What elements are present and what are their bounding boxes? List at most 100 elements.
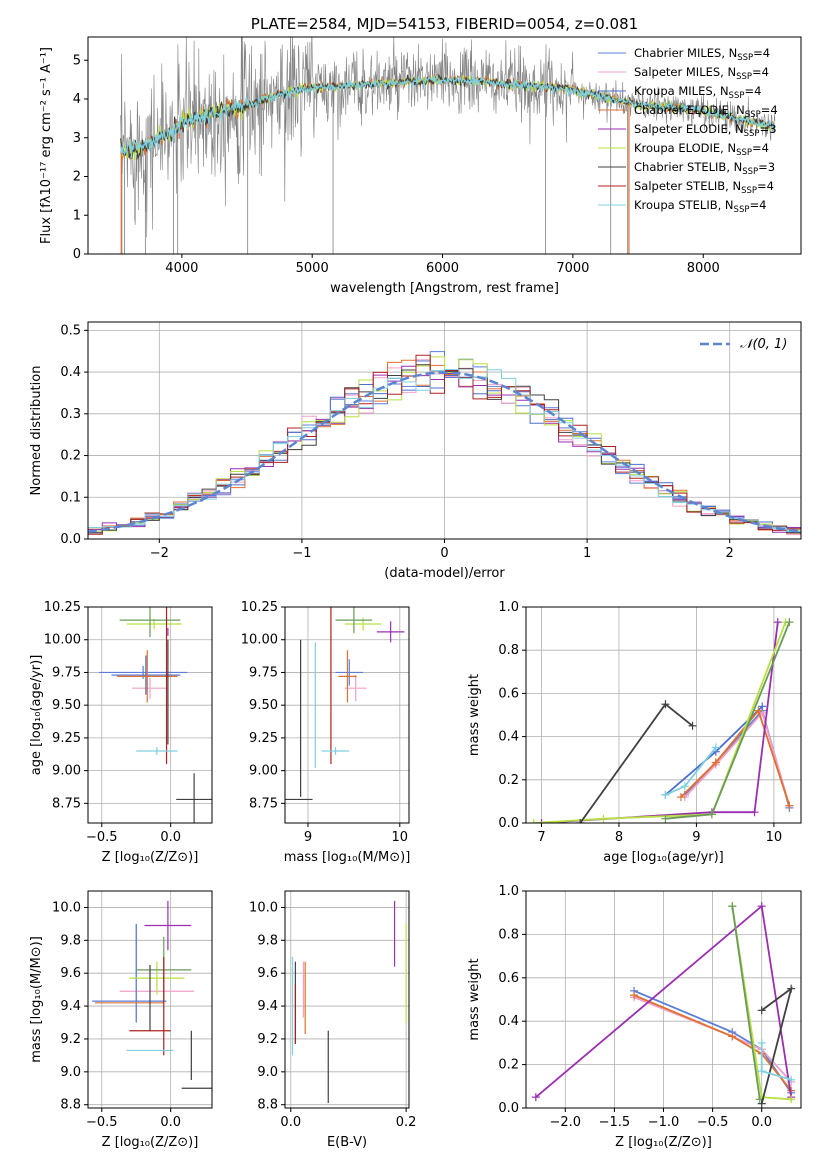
y-tick-label: 0.5 (60, 323, 81, 338)
x-tick-label: −0.5 (86, 830, 118, 845)
x-tick-label: −0.5 (697, 1115, 729, 1130)
legend-entry: Kroupa STELIB, NSSP=4 (634, 198, 766, 215)
legend-text: Kroupa MILES, N (634, 84, 729, 98)
legend-text: =4 (752, 65, 769, 79)
y-tick-label: 9.25 (249, 731, 278, 746)
y-tick-label: 0.3 (60, 407, 81, 422)
y-tick-label: 10.00 (241, 633, 278, 648)
series-line (680, 708, 791, 806)
y-tick-label: 0.8 (498, 643, 519, 658)
legend-text: Kroupa ELODIE, N (634, 141, 736, 155)
series-line (684, 710, 791, 806)
x-tick-label: 4000 (165, 261, 198, 276)
y-tick-label: 9.8 (60, 933, 81, 948)
histogram-kroupa_stelib (88, 369, 801, 535)
y-tick-label: 9.0 (60, 1065, 81, 1080)
y-tick-label: 0 (73, 247, 81, 262)
y-axis-label: Normed distribution (29, 366, 44, 496)
y-axis-label: mass weight (467, 958, 482, 1040)
y-tick-label: 0.2 (60, 449, 81, 464)
y-tick-label: 9.50 (52, 698, 81, 713)
y-tick-label: 0.2 (498, 773, 519, 788)
legend-text: Chabrier MILES, N (634, 46, 737, 60)
y-tick-label: 0.4 (498, 1014, 519, 1029)
legend-text: =4 (757, 179, 774, 193)
x-axis-label: Z [log₁₀(Z/Z⊙)] (102, 1135, 199, 1150)
y-tick-label: 10.25 (241, 600, 278, 615)
x-tick-label: 6000 (426, 261, 459, 276)
x-tick-label: 0.0 (160, 1115, 181, 1130)
y-tick-label: 0.4 (60, 365, 81, 380)
legend-text: Salpeter MILES, N (634, 65, 736, 79)
legend-text: =3 (758, 160, 775, 174)
y-tick-label: 9.00 (52, 764, 81, 779)
y-tick-label: 0.4 (498, 730, 519, 745)
legend-sub: SSP (741, 186, 757, 196)
x-tick-label: 9 (304, 830, 312, 845)
y-axis-label: mass weight (467, 674, 482, 756)
mass_vs_z-points (92, 900, 212, 1089)
legend-sub: SSP (742, 167, 758, 177)
legend-entry: Kroupa MILES, NSSP=4 (634, 84, 761, 101)
y-tick-label: 9.50 (249, 698, 278, 713)
mass_vs_z-frame: −0.5 0.0 8.8 9.0 9.2 9.4 9.6 9.8 10.0 Z [log₁₀(Z/… (29, 890, 213, 1150)
x-tick-label: 1 (583, 546, 591, 561)
x-tick-label: 7 (537, 830, 545, 845)
y-tick-label: 0.2 (498, 1058, 519, 1073)
legend-entry: Kroupa ELODIE, NSSP=4 (634, 141, 769, 158)
y-tick-label: 4 (73, 92, 81, 107)
y-tick-label: 2 (73, 170, 81, 185)
series-line (579, 702, 694, 823)
x-tick-label: −1.5 (599, 1115, 631, 1130)
weight_vs_age-series (529, 618, 794, 823)
spectrum-lines (120, 37, 776, 254)
y-tick-label: 3 (73, 131, 81, 146)
legend-text: =4 (752, 141, 769, 155)
age_vs_mass-points (285, 607, 405, 801)
legend-text: =3 (760, 122, 777, 136)
legend-text: Salpeter ELODIE, N (634, 122, 744, 136)
y-tick-label: 0.6 (498, 686, 519, 701)
mass_vs_z-axes (88, 891, 212, 1108)
x-tick-label: 0 (440, 546, 448, 561)
y-tick-label: 8.8 (60, 1098, 81, 1113)
legend-sub: SSP (729, 91, 745, 101)
y-axis-label: mass [log₁₀(M/M⊙)] (29, 936, 44, 1063)
x-tick-label: −1.0 (648, 1115, 680, 1130)
x-tick-label: 10 (766, 830, 783, 845)
y-tick-label: 5 (73, 53, 81, 68)
legend-sub: SSP (744, 129, 760, 139)
residuals-frame: −2 −1 0 1 2 0.0 0.1 0.2 0.3 0.4 0.5 (data-model)/er… (29, 321, 802, 581)
x-tick-label: 9 (692, 830, 700, 845)
x-tick-label: 7000 (556, 261, 589, 276)
y-tick-label: 9.4 (257, 999, 278, 1014)
weight_vs_z-series (531, 902, 796, 1108)
y-tick-label: 9.0 (257, 1065, 278, 1080)
y-tick-label: 8.75 (52, 796, 81, 811)
y-tick-label: 8.75 (249, 796, 278, 811)
y-tick-label: 9.8 (257, 933, 278, 948)
y-tick-label: 9.6 (257, 966, 278, 981)
legend-text: Kroupa STELIB, N (634, 198, 734, 212)
y-tick-label: 9.2 (257, 1032, 278, 1047)
y-tick-label: 9.2 (60, 1032, 81, 1047)
model-spectrum-kroupa_stelib (120, 74, 775, 159)
weight_vs_age-frame: 7 8 9 10 0.0 0.2 0.4 0.6 0.8 1.0 age [log₁₀(age/yr… (467, 600, 802, 865)
x-axis-label: age [log₁₀(age/yr)] (603, 850, 724, 865)
y-tick-label: 9.75 (249, 665, 278, 680)
x-tick-label: 0.0 (280, 1115, 301, 1130)
plot-frame (525, 606, 802, 824)
legend-entry: Chabrier ELODIE, NSSP=4 (634, 103, 778, 120)
legend-sub: SSP (734, 205, 750, 215)
age_vs_z-frame: −0.5 0.0 8.75 9.00 9.25 9.50 9.75 10.00 10.25 Z [… (29, 600, 213, 865)
x-axis-label: E(B-V) (327, 1135, 367, 1150)
x-axis-label: mass [log₁₀(M/M⊙)] (284, 850, 411, 865)
x-axis-label: Z [log₁₀(Z/Z⊙)] (615, 1135, 712, 1150)
legend-entry: Salpeter STELIB, NSSP=4 (634, 179, 774, 196)
y-tick-label: 0.0 (60, 532, 81, 547)
x-tick-label: −2 (150, 546, 169, 561)
legend-entry: 𝒩(0, 1) (740, 337, 787, 352)
legend-text: =4 (744, 84, 761, 98)
